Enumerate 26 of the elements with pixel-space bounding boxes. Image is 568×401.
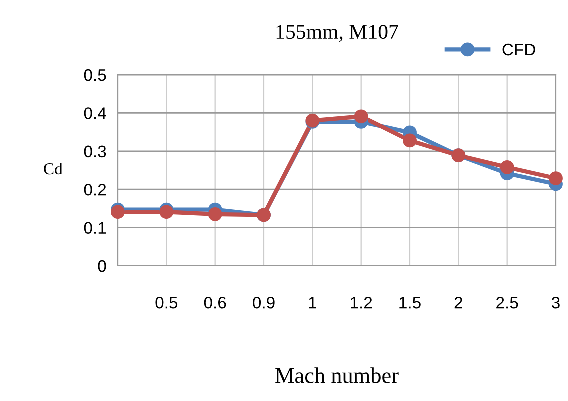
x-tick-label: 2 [454,296,462,309]
y-tick-label: 0.4 [84,108,106,120]
point [111,205,125,220]
x-tick-label: 1 [309,297,316,309]
x-tick-label: 3 [552,296,560,309]
point [500,160,514,174]
x-tick-label: 1.5 [400,297,421,309]
chart-title: 155mm, M107 [276,25,398,42]
x-tick-label: 2.5 [496,296,518,309]
legend-label: CFD [502,44,536,56]
y-axis-title: Cd [44,162,63,175]
x-tick-label: 0.5 [156,296,178,309]
y-tick-label: 0.1 [84,222,106,234]
point [403,134,417,148]
point [208,207,222,222]
point [354,110,368,124]
x-axis-title: Mach number [276,368,399,384]
x-tick-label: 0.6 [204,296,226,309]
point [160,205,174,220]
y-tick-label: 0.2 [84,184,106,196]
y-tick-label: 0.3 [84,146,106,158]
point [549,172,563,186]
x-tick-label: 0.9 [253,296,275,309]
y-tick-label: 0.5 [84,69,106,82]
y-tick-label: 0 [98,260,106,272]
x-tick-label: 1.2 [351,296,372,309]
